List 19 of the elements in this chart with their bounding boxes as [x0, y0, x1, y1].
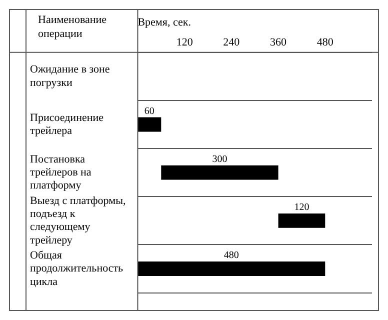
data-label: 60 [144, 106, 154, 117]
bar [138, 117, 162, 132]
y-tick-label: Ожидание в зоне погрузки [30, 64, 110, 89]
y-tick-label: Выезд с платформы, подъезд к следующему трейлеру [30, 194, 126, 246]
y-tick-label: Постановка трейлеров на платформу [30, 153, 92, 192]
x-tick-label: 120 [176, 36, 194, 49]
x-tick-label: 240 [223, 36, 240, 49]
bar [278, 213, 326, 228]
data-label: 300 [212, 154, 228, 166]
y-tick-label: Общая продолжительность цикла [30, 249, 124, 288]
x-axis-title: Время, сек. [138, 16, 192, 28]
y-axis-title: Наименование операции [38, 13, 108, 41]
x-tick-label: 480 [316, 36, 334, 49]
y-tick-label: Присоединение трейлера [30, 112, 104, 138]
bar [138, 262, 326, 276]
x-tick-label: 360 [270, 36, 288, 49]
bar [161, 165, 278, 180]
data-label: 120 [294, 202, 310, 214]
data-label: 480 [224, 250, 239, 262]
